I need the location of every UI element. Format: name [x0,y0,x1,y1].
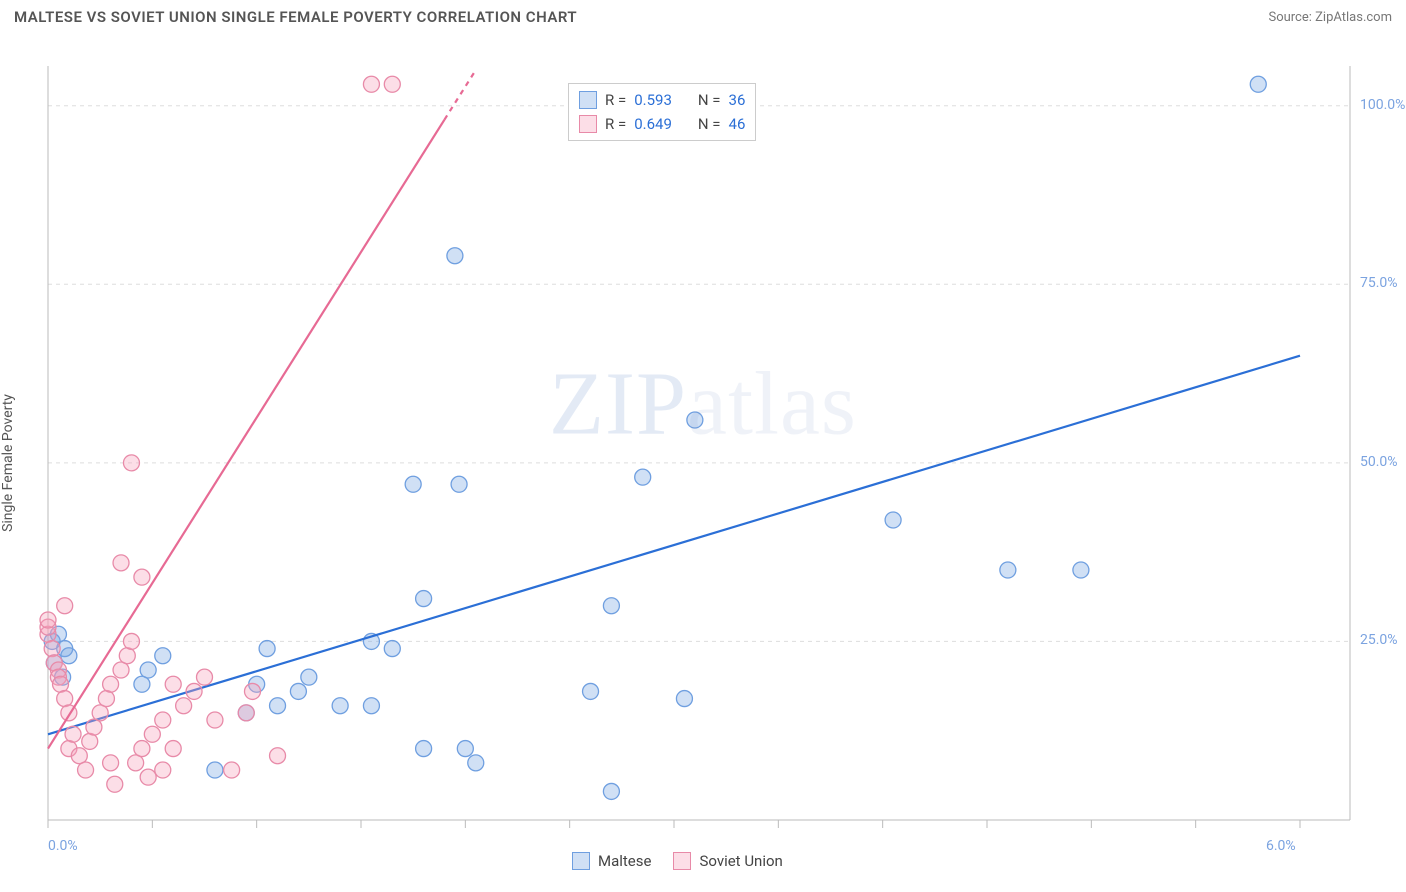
legend-r-value: 0.593 [634,88,672,112]
legend-swatch [579,91,597,109]
y-tick-label: 50.0% [1360,454,1398,470]
legend-item: Maltese [572,852,651,870]
legend-n-label: N = [698,88,721,112]
scatter-chart [0,30,1406,880]
source-name: ZipAtlas.com [1315,10,1392,25]
legend-r-label: R = [605,88,626,112]
legend-n-label: N = [698,112,721,136]
legend-n-value: 36 [729,88,746,112]
legend-row: R = 0.593 N = 36 [579,88,745,112]
legend-item: Soviet Union [673,852,782,870]
y-tick-label: 75.0% [1360,275,1398,291]
legend-label: Maltese [598,852,651,870]
legend-swatch [579,115,597,133]
legend-label: Soviet Union [699,852,782,870]
correlation-legend: R = 0.593 N = 36 R = 0.649 N = 46 [568,83,756,141]
legend-r-value: 0.649 [634,112,672,136]
chart-title: MALTESE VS SOVIET UNION SINGLE FEMALE PO… [14,8,577,26]
legend-row: R = 0.649 N = 46 [579,112,745,136]
y-tick-label: 25.0% [1360,632,1398,648]
legend-swatch [572,852,590,870]
legend-n-value: 46 [729,112,746,136]
chart-area: Single Female Poverty ZIPatlas R =0.593N… [0,30,1406,880]
y-axis-label: Single Female Poverty [0,394,16,532]
x-tick-label: 0.0% [48,838,78,854]
x-tick-label: 6.0% [1266,838,1296,854]
source-prefix: Source: [1268,10,1315,25]
chart-header: MALTESE VS SOVIET UNION SINGLE FEMALE PO… [0,0,1406,30]
legend-r-label: R = [605,112,626,136]
series-legend: Maltese Soviet Union [572,852,783,870]
chart-source: Source: ZipAtlas.com [1268,10,1392,25]
y-tick-label: 100.0% [1360,97,1405,113]
legend-swatch [673,852,691,870]
